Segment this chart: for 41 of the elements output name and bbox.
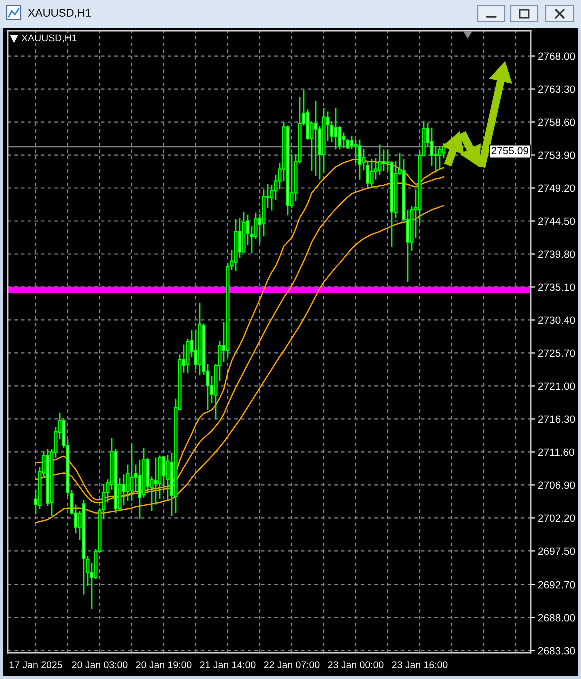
- y-tick-label: 2758.60: [538, 118, 576, 126]
- y-tick-label: 2768.00: [538, 52, 576, 60]
- y-tick-label: 2753.90: [538, 152, 576, 160]
- candlestick: [378, 144, 382, 176]
- y-tick-label: 2730.40: [538, 316, 576, 324]
- candlestick: [154, 457, 158, 506]
- candlestick: [370, 158, 374, 189]
- y-tick-label: 2739.80: [538, 250, 576, 258]
- candlestick: [438, 145, 442, 171]
- y-tick-label: 2711.60: [538, 448, 574, 456]
- y-tick-label: 2749.20: [538, 184, 576, 192]
- candlestick: [358, 139, 362, 181]
- x-tick-label: 21 Jan 14:00: [200, 662, 256, 668]
- text: XAUUSD,H1: [28, 9, 92, 18]
- candlestick: [434, 145, 438, 174]
- x-tick-label: 17 Jan 2025: [10, 662, 62, 668]
- x-tick-label: 20 Jan 19:00: [136, 662, 192, 668]
- candlestick: [238, 218, 242, 260]
- y-tick-label: 2725.70: [538, 350, 576, 358]
- y-tick-label: 2697.50: [538, 548, 576, 556]
- x-tick-label: 23 Jan 16:00: [392, 662, 448, 668]
- y-tick-label: 2716.30: [538, 416, 576, 424]
- y-tick-label: 2763.30: [538, 86, 576, 94]
- ref-line-label: 2755.09: [492, 147, 529, 155]
- y-tick-label: 2683.30: [538, 647, 576, 655]
- y-tick-label: 2721.00: [538, 382, 576, 390]
- y-tick-label: 2692.70: [538, 581, 576, 589]
- y-tick-label: 2688.00: [538, 614, 576, 622]
- y-tick-label: 2744.50: [538, 218, 576, 226]
- y-tick-label: 2706.90: [538, 482, 576, 490]
- candlestick: [314, 100, 318, 178]
- x-tick-label: 22 Jan 07:00: [264, 662, 320, 668]
- x-tick-label: 20 Jan 03:00: [72, 662, 128, 668]
- x-tick-label: 23 Jan 00:00: [328, 662, 384, 668]
- y-tick-label: 2735.10: [538, 284, 576, 292]
- y-tick-label: 2702.20: [538, 514, 576, 522]
- candlestick: [130, 444, 134, 502]
- candlestick: [382, 148, 386, 172]
- candlestick: [122, 474, 126, 506]
- candlestick: [334, 108, 338, 150]
- chart-title: XAUUSD,H1: [22, 34, 77, 43]
